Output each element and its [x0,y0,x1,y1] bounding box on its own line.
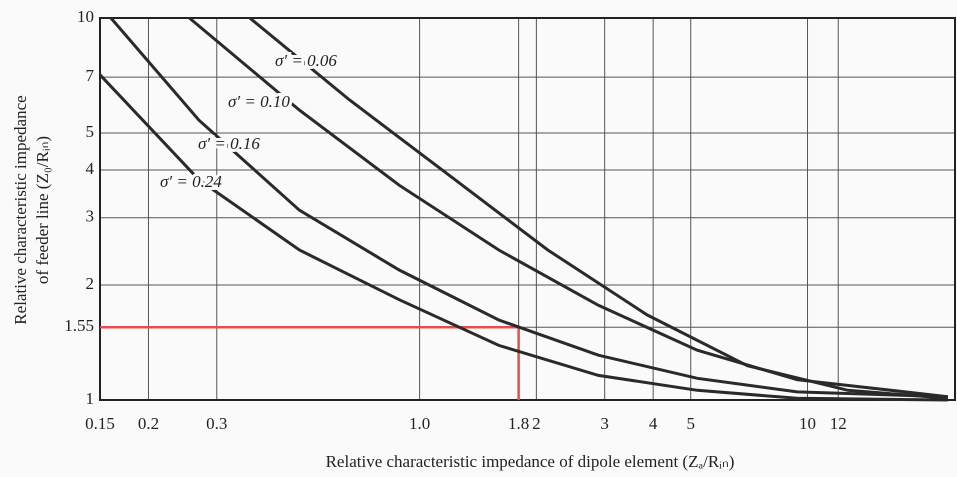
y-tick-label: 5 [86,122,95,141]
x-tick-label: 5 [686,414,695,433]
x-tick-label: 1.0 [409,414,430,433]
plot-frame [99,17,956,401]
curve [98,73,948,402]
y-tick-label: 7 [86,66,95,85]
curve-label: σ′ = 0.24 [160,172,222,191]
x-tick-label: 0.15 [85,414,115,433]
x-tick-label: 3 [600,414,609,433]
curve-label: σ′ = 0.06 [275,51,337,70]
y-tick-label: 2 [86,274,95,293]
x-tick-label: 2 [532,414,541,433]
curve [188,16,948,399]
x-tick-label: 12 [830,414,847,433]
x-tick-label: 10 [799,414,816,433]
curve [248,16,948,400]
curve [109,17,948,399]
x-tick-label: 4 [649,414,658,433]
y-axis-label: of feeder line (Z₀/Rᵢₙ) [33,136,52,284]
x-axis-label: Relative characteristic impedance of dip… [326,452,735,471]
y-tick-label: 4 [86,159,95,178]
x-tick-label: 1.8 [508,414,529,433]
curve-label: σ′ = 0.10 [228,92,290,111]
y-tick-label: 1 [86,389,95,408]
y-axis-label: Relative characteristic impedance [11,95,30,324]
x-tick-label: 0.2 [138,414,159,433]
y-tick-label: 1.55 [64,316,94,335]
y-tick-label: 3 [86,207,95,226]
y-tick-label: 10 [77,7,94,26]
x-tick-label: 0.3 [206,414,227,433]
curve-label: σ′ = 0.16 [198,134,260,153]
